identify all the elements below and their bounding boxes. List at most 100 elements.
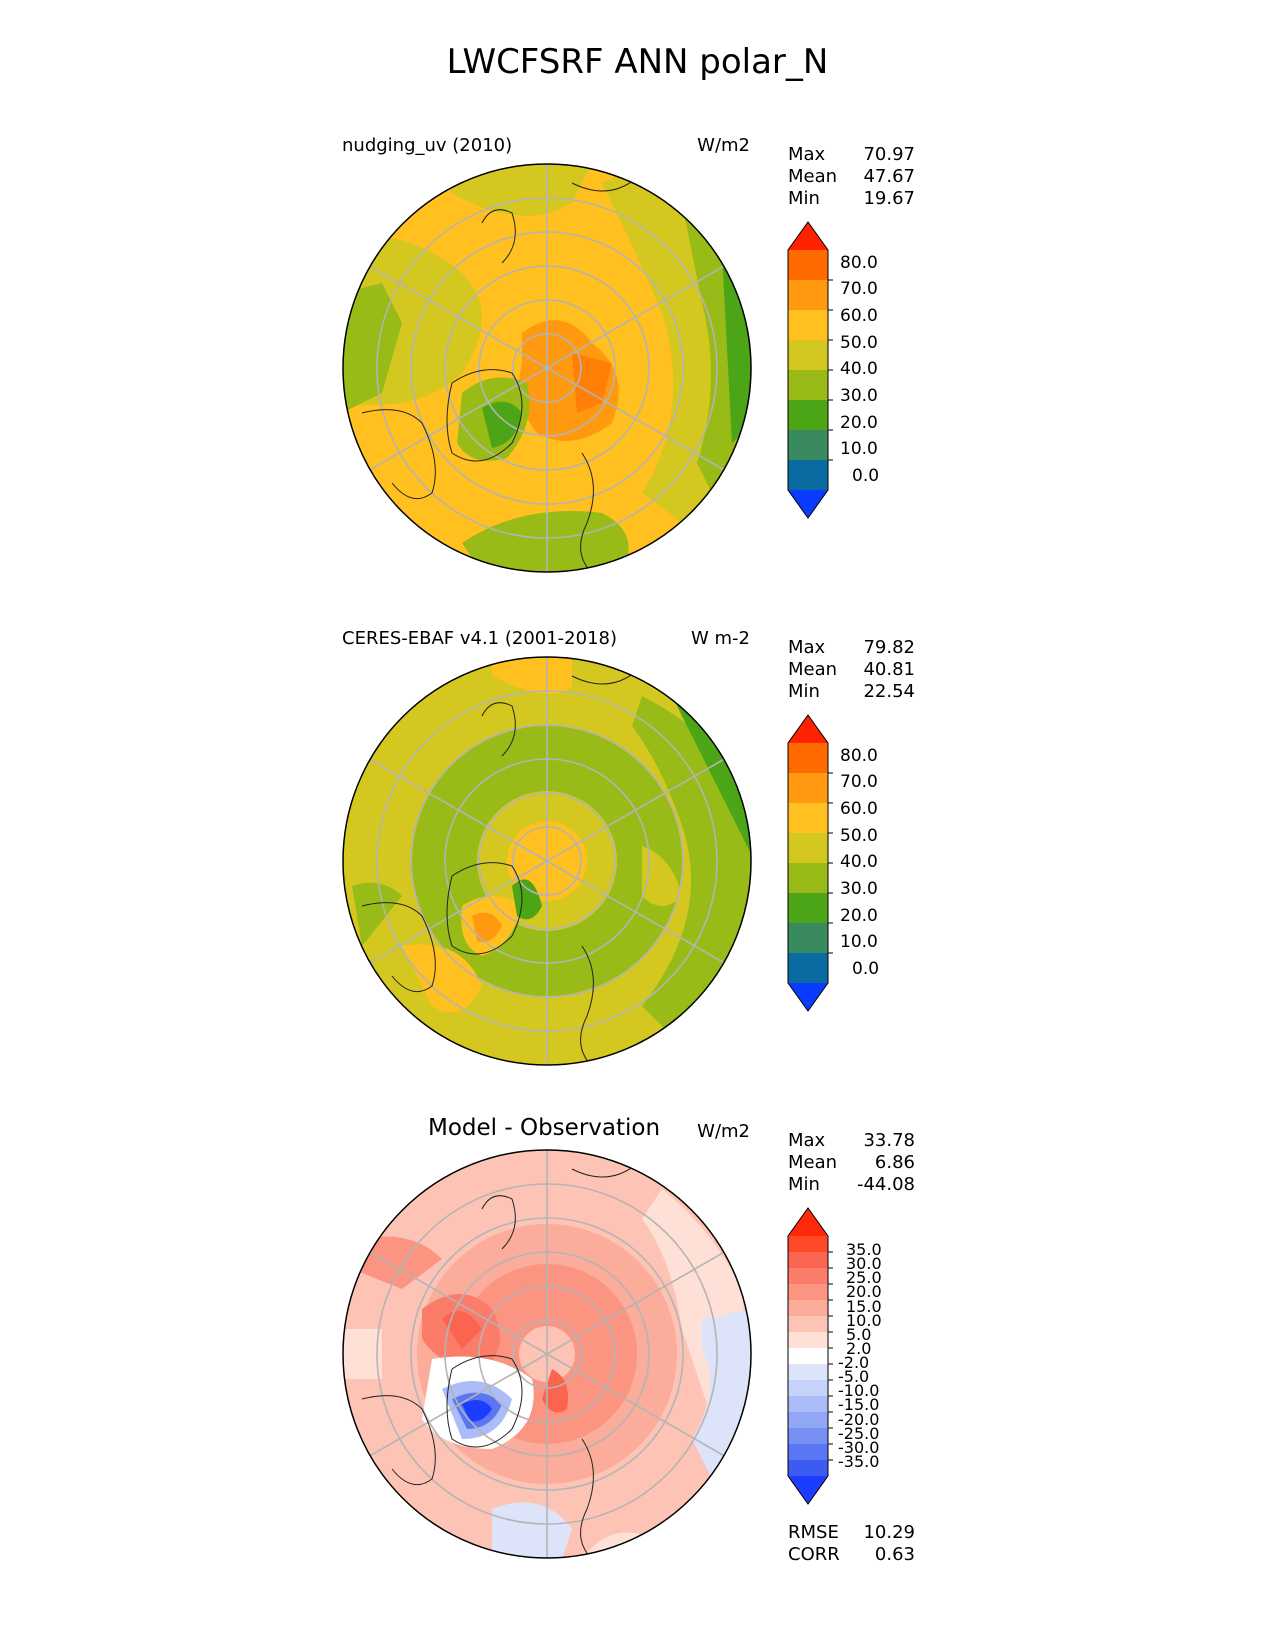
colorbar-bin [788,953,828,984]
tick: 20.0 [846,1282,882,1302]
colorbar-bin [788,1412,828,1429]
tick: -2.0 [838,1353,870,1373]
colorbar-bin [788,310,828,341]
colorbar-bin [788,400,828,431]
panel-test-units: W/m2 [697,135,750,156]
colorbar-bin [788,893,828,924]
tick: 50.0 [840,826,878,846]
panel-diff-title: Model - Observation [428,1115,661,1141]
tick: -10.0 [838,1381,880,1401]
colorbar-bin [788,1428,828,1445]
panel-reference-units: W m-2 [690,628,750,649]
tick: 50.0 [840,333,878,353]
panel-diff-metrics: RMSE 10.29 CORR 0.63 [788,1522,915,1566]
colorbar-bin [788,1380,828,1397]
colorbar-top-extension [788,222,828,250]
panel-reference-stats: Max 79.82 Mean 40.81 Min 22.54 [788,637,915,703]
colorbar-bin [788,1332,828,1349]
tick: 40.0 [840,359,878,379]
tick: 0.0 [852,959,880,979]
panel-reference-title: CERES-EBAF v4.1 (2001-2018) [342,628,618,649]
stat-mean: Mean 40.81 [788,659,915,680]
colorbar-bottom-extension [788,1476,828,1504]
tick: 2.0 [846,1338,872,1358]
colorbar-bin [788,1300,828,1317]
metric-rmse: RMSE 10.29 [788,1522,915,1543]
tick: 60.0 [840,799,878,819]
panel-reference-polar-map [342,656,752,1066]
tick: 10.0 [840,932,878,952]
colorbar-bin [788,743,828,774]
tick: 0.0 [852,466,880,486]
tick: -15.0 [838,1395,880,1415]
colorbar-bin [788,430,828,461]
colorbar-bin [788,1396,828,1413]
colorbar-bin [788,340,828,371]
colorbar-outline [787,221,829,519]
stat-min: Min 19.67 [788,188,915,209]
panel-diff-stats: Max 33.78 Mean 6.86 Min -44.08 [788,1130,915,1196]
colorbar-bin [788,1444,828,1461]
panel-test-stats: Max 70.97 Mean 47.67 Min 19.67 [788,144,915,210]
colorbar-bin [788,280,828,311]
tick: 80.0 [840,253,878,273]
tick: 20.0 [840,906,878,926]
colorbar-bin [788,1252,828,1269]
colorbar-bin [788,1316,828,1333]
stat-max: Max 79.82 [788,637,915,658]
stat-max: Max 33.78 [788,1130,915,1151]
colorbar-bottom-extension [788,490,828,518]
tick: 15.0 [846,1296,882,1316]
tick: -35.0 [838,1451,880,1471]
metric-corr: CORR 0.63 [788,1544,915,1565]
tick: 5.0 [846,1324,872,1344]
tick: 40.0 [840,852,878,872]
tick: 30.0 [840,879,878,899]
stat-min: Min -44.08 [788,1174,915,1195]
panel-diff-colorbar [787,1207,833,1505]
panel-diff-polar-map [342,1149,752,1559]
stat-max: Max 70.97 [788,144,915,165]
tick: 35.0 [846,1240,882,1260]
panel-diff-units: W/m2 [697,1121,750,1142]
panel-test-title: nudging_uv (2010) [342,135,513,156]
colorbar-bin [788,833,828,864]
panel-test-polar-map [342,163,752,573]
colorbar-outline [787,714,829,1012]
colorbar-bin [788,1284,828,1301]
tick: -20.0 [838,1409,880,1429]
tick: 10.0 [846,1310,882,1330]
tick: 70.0 [840,772,878,792]
colorbar-bottom-extension [788,983,828,1011]
colorbar-bin [788,773,828,804]
tick: 25.0 [846,1268,882,1288]
stat-mean: Mean 47.67 [788,166,915,187]
stat-mean: Mean 6.86 [788,1152,915,1173]
colorbar-bin [788,1460,828,1477]
colorbar-bin [788,863,828,894]
tick: 20.0 [840,413,878,433]
tick: 70.0 [840,279,878,299]
colorbar-bin [788,460,828,491]
tick: 80.0 [840,746,878,766]
colorbar-bin [788,803,828,834]
figure-title: LWCFSRF ANN polar_N [446,42,829,82]
panel-test-colorbar [787,221,833,519]
colorbar-top-extension [788,715,828,743]
colorbar-top-extension [788,1208,828,1236]
tick: -30.0 [838,1437,880,1457]
tick: -5.0 [838,1367,870,1387]
colorbar-bin [788,1236,828,1253]
colorbar-bin [788,250,828,281]
tick: 30.0 [846,1254,882,1274]
colorbar-bin [788,923,828,954]
stat-min: Min 22.54 [788,681,915,702]
tick: 60.0 [840,306,878,326]
tick: 10.0 [840,439,878,459]
tick: -25.0 [838,1423,880,1443]
tick: 30.0 [840,386,878,406]
colorbar-bin [788,1364,828,1381]
panel-reference-colorbar [787,714,833,1012]
colorbar-bin [788,370,828,401]
colorbar-bin [788,1268,828,1285]
